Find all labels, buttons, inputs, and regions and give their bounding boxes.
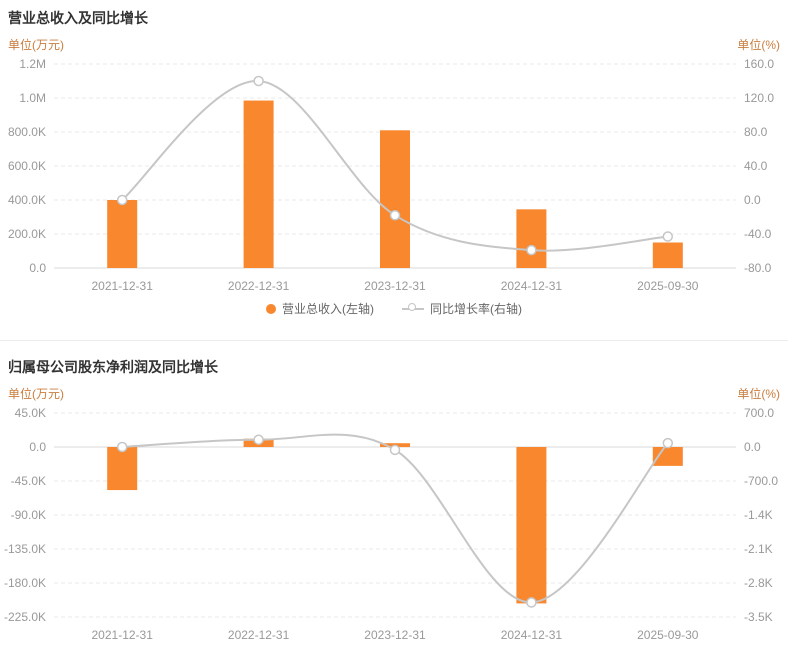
left-axis-tick-label: 1.2M <box>19 57 46 71</box>
x-axis-label: 2022-12-31 <box>228 628 290 642</box>
x-axis-label: 2024-12-31 <box>501 628 563 642</box>
line-marker[interactable] <box>253 434 264 445</box>
left-axis-tick-label: 600.0K <box>8 159 46 173</box>
revenue-plot-area: 1.2M 1.0M 800.0K 600.0K 400.0K 200.0K 0.0 160.0… <box>8 57 774 293</box>
right-axis-tick-label: 0.0 <box>744 193 761 207</box>
right-axis-tick-label: -1.4K <box>744 508 773 522</box>
growth-line <box>122 433 669 604</box>
x-axis-label: 2023-12-31 <box>364 279 426 293</box>
left-axis-tick-label: -225.0K <box>4 610 46 624</box>
right-axis-tick-label: -700.0 <box>744 474 778 488</box>
line-marker[interactable] <box>389 444 401 456</box>
left-axis-tick-label: 45.0K <box>15 406 46 420</box>
net-profit-right-axis-unit-label: 单位(%) <box>737 387 780 401</box>
legend-label-growth: 同比增长率(右轴) <box>430 302 522 316</box>
left-axis-tick-label: -180.0K <box>4 576 46 590</box>
bar[interactable] <box>516 447 547 604</box>
left-axis-tick-label: 0.0 <box>29 440 46 454</box>
x-axis-label: 2023-12-31 <box>364 628 426 642</box>
bar[interactable] <box>652 242 683 269</box>
revenue-left-axis-unit-label: 单位(万元) <box>8 38 64 52</box>
right-axis-tick-label: -2.8K <box>744 576 773 590</box>
x-axis-label: 2021-12-31 <box>92 628 154 642</box>
revenue-right-axis-unit-label: 单位(%) <box>737 38 780 52</box>
x-axis-label: 2024-12-31 <box>501 279 563 293</box>
line-marker[interactable] <box>662 437 674 449</box>
left-axis-tick-label: 800.0K <box>8 125 46 139</box>
x-axis-label: 2025-09-30 <box>637 279 699 293</box>
right-axis-tick-label: -80.0 <box>744 261 772 275</box>
x-axis-label: 2025-09-30 <box>637 628 699 642</box>
legend-item-revenue-bar[interactable]: 营业总收入(左轴) <box>266 300 374 317</box>
bar[interactable] <box>107 200 138 268</box>
right-axis-tick-label: 0.0 <box>744 440 761 454</box>
bar[interactable] <box>380 130 410 268</box>
left-axis-tick-label: 200.0K <box>8 227 46 241</box>
net-profit-left-axis-unit-label: 单位(万元) <box>8 387 64 401</box>
left-axis-tick-label: -90.0K <box>11 508 46 522</box>
line-marker[interactable] <box>116 441 128 453</box>
right-axis-tick-label: -40.0 <box>744 227 772 241</box>
left-axis-tick-label: -45.0K <box>11 474 46 488</box>
line-marker[interactable] <box>526 244 537 256</box>
right-axis-tick-label: 160.0 <box>744 57 774 71</box>
revenue-chart-title: 营业总收入及同比增长 <box>8 10 148 26</box>
line-marker[interactable] <box>662 231 674 242</box>
net-profit-plot-area: 45.0K 0.0 -45.0K -90.0K -135.0K -180.0K -225.0… <box>4 406 778 642</box>
left-axis-tick-label: 0.0 <box>29 261 46 275</box>
left-axis-tick-label: 400.0K <box>8 193 46 207</box>
left-axis-tick-label: 1.0M <box>19 91 46 105</box>
legend-item-growth-line[interactable]: 同比增长率(右轴) <box>402 300 522 317</box>
bar[interactable] <box>516 209 547 268</box>
bar[interactable] <box>243 100 274 268</box>
right-axis-tick-label: 40.0 <box>744 159 768 173</box>
left-axis-tick-label: -135.0K <box>4 542 46 556</box>
bar-series-swatch-icon <box>266 303 276 314</box>
line-marker[interactable] <box>253 75 264 87</box>
line-marker[interactable] <box>526 597 537 608</box>
revenue-chart-section: 营业总收入及同比增长 单位(万元) 单位(%) 1.2M 1.0M 800.0K 60… <box>0 10 788 317</box>
x-axis-label: 2021-12-31 <box>92 279 154 293</box>
line-series-swatch-icon <box>402 303 424 314</box>
net-profit-chart-section: 归属母公司股东净利润及同比增长 单位(万元) 单位(%) 45.0K 0.0 -45… <box>0 340 788 655</box>
right-axis-tick-label: 700.0 <box>744 406 774 420</box>
legend-label-revenue: 营业总收入(左轴) <box>282 302 374 316</box>
line-marker[interactable] <box>389 210 401 221</box>
line-marker[interactable] <box>116 194 128 206</box>
net-profit-chart-title: 归属母公司股东净利润及同比增长 <box>8 359 218 375</box>
right-axis-tick-label: 80.0 <box>744 125 768 139</box>
right-axis-tick-label: 120.0 <box>744 91 774 105</box>
right-axis-tick-label: -2.1K <box>744 542 773 556</box>
right-axis-tick-label: -3.5K <box>744 610 773 624</box>
bar[interactable] <box>107 447 138 491</box>
revenue-legend: 营业总收入(左轴) 同比增长率(右轴) <box>0 300 788 317</box>
growth-line <box>121 79 668 252</box>
x-axis-label: 2022-12-31 <box>228 279 290 293</box>
